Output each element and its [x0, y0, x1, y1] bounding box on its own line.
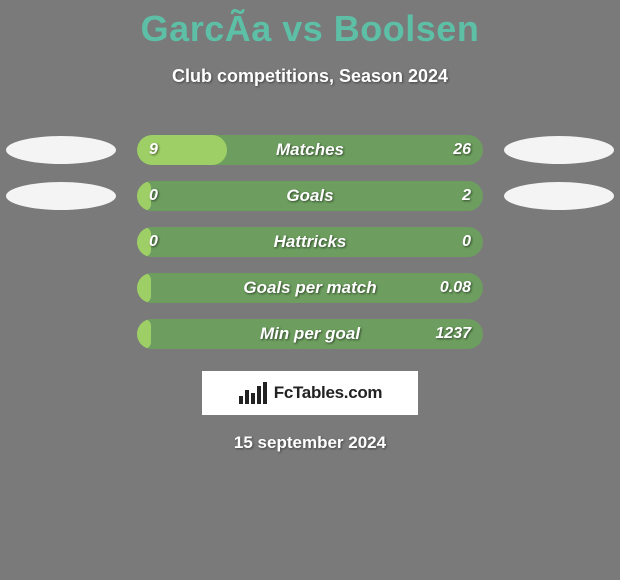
date-text: 15 september 2024	[0, 433, 620, 453]
stat-label: Goals per match	[137, 273, 483, 303]
stat-bar: 0.08Goals per match	[137, 273, 483, 303]
stat-row: 1237Min per goal	[0, 311, 620, 357]
stat-rows: 926Matches 02Goals 00Hattricks 0.08Goals pe…	[0, 127, 620, 357]
bars-icon	[238, 382, 268, 404]
stat-bar: 00Hattricks	[137, 227, 483, 257]
page-title: GarcÃ­a vs Boolsen	[0, 0, 620, 50]
stat-row: 02Goals	[0, 173, 620, 219]
stat-row: 926Matches	[0, 127, 620, 173]
stat-label: Min per goal	[137, 319, 483, 349]
stat-bar: 02Goals	[137, 181, 483, 211]
stat-label: Matches	[137, 135, 483, 165]
player-left-ellipse	[6, 136, 116, 164]
stat-row: 0.08Goals per match	[0, 265, 620, 311]
stats-comparison-card: GarcÃ­a vs Boolsen Club competitions, Se…	[0, 0, 620, 580]
stat-bar: 1237Min per goal	[137, 319, 483, 349]
brand-text: FcTables.com	[274, 383, 383, 403]
player-right-ellipse	[504, 136, 614, 164]
stat-label: Hattricks	[137, 227, 483, 257]
page-subtitle: Club competitions, Season 2024	[0, 66, 620, 87]
brand-badge[interactable]: FcTables.com	[202, 371, 418, 415]
player-right-ellipse	[504, 182, 614, 210]
stat-bar: 926Matches	[137, 135, 483, 165]
stat-row: 00Hattricks	[0, 219, 620, 265]
stat-label: Goals	[137, 181, 483, 211]
player-left-ellipse	[6, 182, 116, 210]
